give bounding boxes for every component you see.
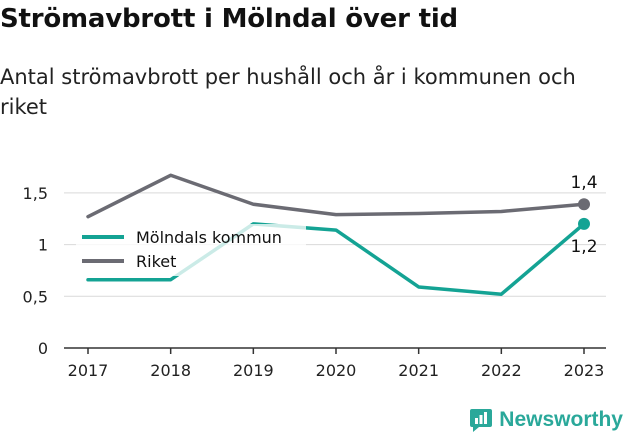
x-tick-label: 2017 — [68, 361, 109, 380]
x-tick-label: 2019 — [233, 361, 274, 380]
end-label-molndal: 1,2 — [570, 237, 597, 257]
newsworthy-logo-icon — [470, 409, 493, 432]
legend: Mölndals kommun Riket — [76, 224, 306, 276]
legend-background — [76, 224, 306, 276]
legend-label-molndal: Mölndals kommun — [136, 228, 282, 247]
x-tick-label: 2021 — [398, 361, 439, 380]
brand-name: Newsworthy — [499, 408, 623, 431]
y-tick-label: 0,5 — [23, 287, 48, 306]
x-tick-label: 2022 — [481, 361, 522, 380]
y-axis: 0 0,5 1 1,5 — [23, 184, 48, 358]
legend-label-riket: Riket — [136, 252, 176, 271]
end-point-molndal — [578, 217, 590, 230]
y-tick-label: 1 — [38, 236, 48, 255]
x-axis: 2017 2018 2019 2020 2021 2022 2023 — [68, 348, 605, 380]
brand-logo: Newsworthy — [469, 407, 623, 433]
chart-title: Strömavbrott i Mölndal över tid — [0, 4, 458, 34]
series-lines — [86, 173, 590, 296]
end-label-riket: 1,4 — [570, 173, 597, 193]
end-labels: 1,4 1,2 — [570, 173, 597, 257]
y-tick-label: 0 — [38, 339, 48, 358]
series-line-riket — [86, 173, 586, 219]
x-tick-label: 2023 — [564, 361, 605, 380]
chart-subtitle: Antal strömavbrott per hushåll och år i … — [0, 65, 576, 119]
series-line-molndal — [86, 222, 586, 296]
x-tick-label: 2018 — [150, 361, 191, 380]
y-tick-label: 1,5 — [23, 184, 48, 203]
x-tick-label: 2020 — [316, 361, 357, 380]
end-point-riket — [578, 198, 590, 211]
